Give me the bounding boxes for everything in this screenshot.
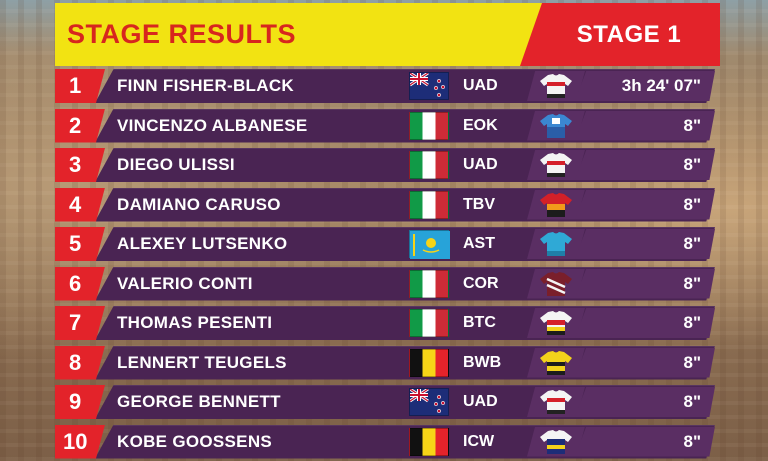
jersey-slot — [527, 387, 585, 417]
eolo-kometa-jersey-icon — [540, 113, 572, 138]
time-slot — [575, 189, 715, 220]
jersey-slot — [527, 189, 585, 220]
time-slot — [575, 426, 715, 457]
finish-time: 8" — [683, 431, 701, 451]
position-number: 9 — [55, 385, 105, 419]
table-row: 8 LENNERT TEUGELS BWB 8" — [55, 345, 715, 381]
team-code: TBV — [463, 195, 495, 213]
rider-name: KOBE GOOSSENS — [117, 431, 273, 451]
rider-name: DIEGO ULISSI — [117, 155, 235, 174]
team-code: UAD — [463, 393, 498, 410]
team-code: BWB — [463, 353, 502, 371]
time-slot — [575, 150, 715, 180]
italy-flag-icon — [409, 269, 449, 298]
rider-name: LENNERT TEUGELS — [117, 352, 287, 372]
jersey-slot — [527, 308, 585, 338]
time-slot — [575, 71, 715, 101]
team-code: ICW — [463, 432, 495, 450]
jersey-slot — [527, 347, 585, 378]
bahrain-victorious-jersey-icon — [540, 192, 572, 217]
team-code: UAD — [463, 156, 498, 173]
table-row: 6 VALERIO CONTI COR 8" — [55, 266, 715, 302]
jersey-slot — [527, 229, 585, 259]
table-row: 5 ALEXEY LUTSENKO AST 8" — [55, 226, 715, 262]
time-slot — [575, 387, 715, 417]
team-code: UAD — [463, 77, 498, 94]
finish-time: 8" — [683, 392, 701, 411]
team-code: COR — [463, 274, 499, 292]
jersey-slot — [527, 110, 585, 141]
rider-name: GEORGE BENNETT — [117, 392, 281, 411]
rider-name: ALEXEY LUTSENKO — [117, 234, 288, 253]
corratec-jersey-icon — [540, 271, 572, 296]
uae-jersey-icon — [540, 74, 572, 98]
table-row: 2 VINCENZO ALBANESE EOK 8" — [55, 108, 715, 144]
finish-time: 8" — [683, 155, 701, 174]
rider-name: DAMIANO CARUSO — [117, 194, 281, 214]
italy-flag-icon — [409, 309, 449, 337]
belgium-flag-icon — [409, 427, 449, 456]
position-number: 10 — [55, 424, 105, 459]
table-row: 7 THOMAS PESENTI BTC 8" — [55, 305, 715, 341]
stage-label: STAGE 1 — [576, 20, 682, 48]
position-number: 5 — [55, 227, 105, 261]
time-slot — [575, 347, 715, 378]
time-slot — [575, 110, 715, 141]
finish-time: 8" — [683, 115, 701, 135]
position-number: 8 — [55, 345, 105, 380]
italy-flag-icon — [409, 151, 449, 179]
position-number: 3 — [55, 148, 105, 182]
finish-time: 8" — [683, 194, 701, 214]
jersey-slot — [527, 71, 585, 101]
stage-badge: STAGE 1 — [520, 3, 720, 66]
table-row: 9 GEORGE BENNETT UAD 8" — [55, 384, 715, 420]
italy-flag-icon — [409, 111, 449, 140]
astana-jersey-icon — [540, 232, 572, 256]
rider-name: VALERIO CONTI — [117, 273, 253, 293]
intermarche-jersey-icon — [540, 429, 572, 454]
jersey-slot — [527, 268, 585, 299]
time-slot — [575, 308, 715, 338]
jersey-slot — [527, 150, 585, 180]
team-code: BTC — [463, 314, 496, 331]
finish-time: 8" — [683, 234, 701, 253]
rider-name: VINCENZO ALBANESE — [117, 115, 308, 135]
bingoal-jersey-icon — [540, 350, 572, 375]
position-number: 4 — [55, 187, 105, 222]
table-row: 4 DAMIANO CARUSO TBV 8" — [55, 187, 715, 223]
finish-time: 8" — [683, 352, 701, 372]
uae-jersey-icon — [540, 153, 572, 177]
finish-time: 8" — [683, 273, 701, 293]
table-row: 10 KOBE GOOSSENS ICW 8" — [55, 424, 715, 460]
beltrami-jersey-icon — [540, 311, 572, 335]
italy-flag-icon — [409, 190, 449, 219]
finish-time: 8" — [683, 313, 701, 332]
position-number: 1 — [55, 69, 105, 103]
rider-name: THOMAS PESENTI — [117, 313, 273, 332]
team-code: AST — [463, 235, 495, 252]
table-row: 3 DIEGO ULISSI UAD 8" — [55, 147, 715, 183]
rider-name: FINN FISHER-BLACK — [117, 76, 294, 95]
jersey-slot — [527, 426, 585, 457]
time-slot — [575, 229, 715, 259]
belgium-flag-icon — [409, 348, 449, 377]
time-slot — [575, 268, 715, 299]
kazakhstan-flag-icon — [409, 230, 450, 259]
page-title: STAGE RESULTS — [67, 19, 297, 49]
position-number: 6 — [55, 266, 105, 301]
finish-time: 3h 24' 07" — [621, 76, 701, 95]
position-number: 7 — [55, 306, 105, 340]
table-row: 1 FINN FISHER-BLACK UAD 3h 24' 07" — [55, 68, 715, 104]
new-zealand-flag-icon — [409, 388, 449, 416]
uae-jersey-icon — [540, 390, 572, 414]
position-number: 2 — [55, 108, 105, 143]
title-bar: STAGE RESULTS — [55, 3, 547, 66]
new-zealand-flag-icon — [409, 72, 449, 100]
team-code: EOK — [463, 116, 498, 134]
